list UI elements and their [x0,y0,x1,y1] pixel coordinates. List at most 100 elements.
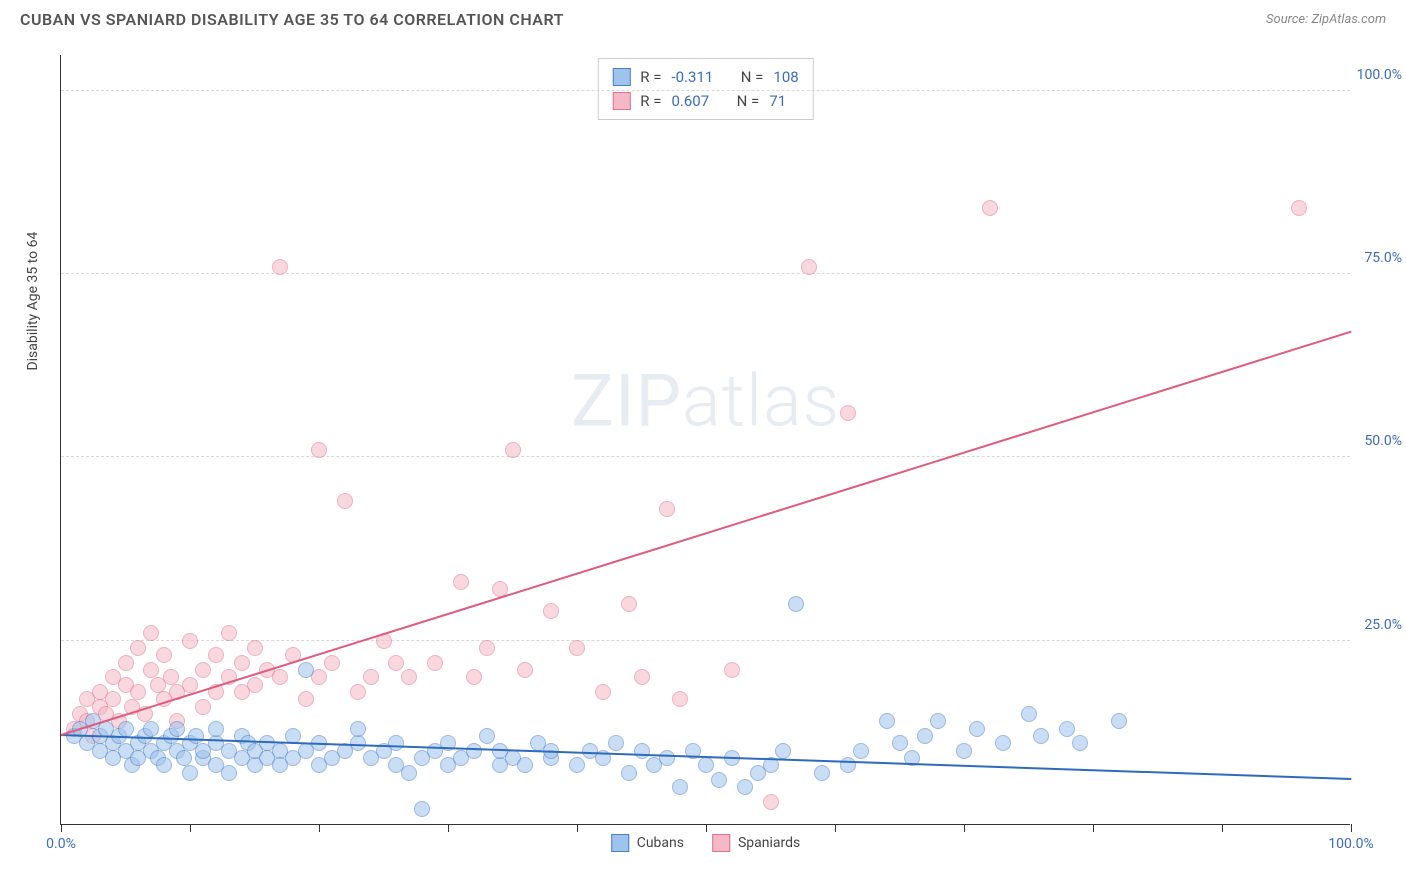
data-point [1072,735,1088,751]
gridline [61,273,1350,274]
swatch-cubans [612,68,630,86]
x-tick [706,824,707,832]
chart-title: CUBAN VS SPANIARD DISABILITY AGE 35 TO 6… [20,10,564,29]
data-point [176,750,192,766]
data-point [517,757,533,773]
data-point [517,662,533,678]
data-point [930,713,946,729]
x-tick [448,824,449,832]
data-point [350,721,366,737]
data-point [1059,721,1075,737]
data-point [969,721,985,737]
x-tick [319,824,320,832]
data-point [363,669,379,685]
swatch-spaniards [612,92,630,110]
data-point [621,765,637,781]
data-point [247,677,263,693]
data-point [118,721,134,737]
data-point [272,669,288,685]
data-point [634,669,650,685]
data-point [234,655,250,671]
data-point [1291,200,1307,216]
data-point [401,765,417,781]
data-point [505,442,521,458]
data-point [892,735,908,751]
data-point [788,596,804,612]
data-point [195,699,211,715]
data-point [208,721,224,737]
x-tick [1351,824,1352,832]
data-point [595,684,611,700]
swatch-cubans-icon [611,834,629,852]
scatter-plot: ZIPatlas R = -0.311 N = 108 R = 0.607 N … [60,55,1350,825]
data-point [182,765,198,781]
data-point [659,750,675,766]
data-point [169,721,185,737]
y-tick-label: 100.0% [1357,67,1402,83]
data-point [814,765,830,781]
data-point [1021,706,1037,722]
data-point [182,633,198,649]
data-point [414,801,430,817]
data-point [350,684,366,700]
data-point [621,596,637,612]
data-point [1033,728,1049,744]
data-point [853,743,869,759]
data-point [182,677,198,693]
legend-item-spaniards: Spaniards [712,834,800,852]
gridline [61,90,1350,91]
data-point [711,772,727,788]
x-tick [964,824,965,832]
data-point [188,728,204,744]
x-tick [577,824,578,832]
swatch-spaniards-icon [712,834,730,852]
data-point [840,405,856,421]
data-point [698,757,714,773]
watermark: ZIPatlas [571,359,840,444]
data-point [956,743,972,759]
data-point [466,743,482,759]
data-point [221,625,237,641]
data-point [221,765,237,781]
data-point [163,669,179,685]
x-tick [835,824,836,832]
series-legend: Cubans Spaniards [611,834,801,852]
gridline [61,456,1350,457]
data-point [388,735,404,751]
data-point [569,757,585,773]
legend-item-cubans: Cubans [611,834,684,852]
data-point [195,662,211,678]
data-point [143,625,159,641]
y-tick-label: 50.0% [1364,433,1402,449]
data-point [143,721,159,737]
data-point [105,691,121,707]
data-point [724,662,740,678]
data-point [427,655,443,671]
data-point [1111,713,1127,729]
data-point [479,728,495,744]
data-point [118,655,134,671]
y-tick-label: 75.0% [1364,250,1402,266]
data-point [763,794,779,810]
data-point [543,603,559,619]
data-point [672,691,688,707]
data-point [272,259,288,275]
source-attribution: Source: ZipAtlas.com [1266,12,1386,27]
data-point [247,640,263,656]
x-tick [190,824,191,832]
x-tick [1093,824,1094,832]
data-point [659,501,675,517]
x-tick-label: 100.0% [1328,836,1373,852]
data-point [466,669,482,685]
data-point [208,647,224,663]
data-point [569,640,585,656]
trend-line [61,331,1352,736]
data-point [156,757,172,773]
stats-row-spaniards: R = 0.607 N = 71 [612,89,798,113]
data-point [608,735,624,751]
data-point [130,684,146,700]
data-point [634,743,650,759]
data-point [143,662,159,678]
data-point [479,640,495,656]
data-point [672,779,688,795]
